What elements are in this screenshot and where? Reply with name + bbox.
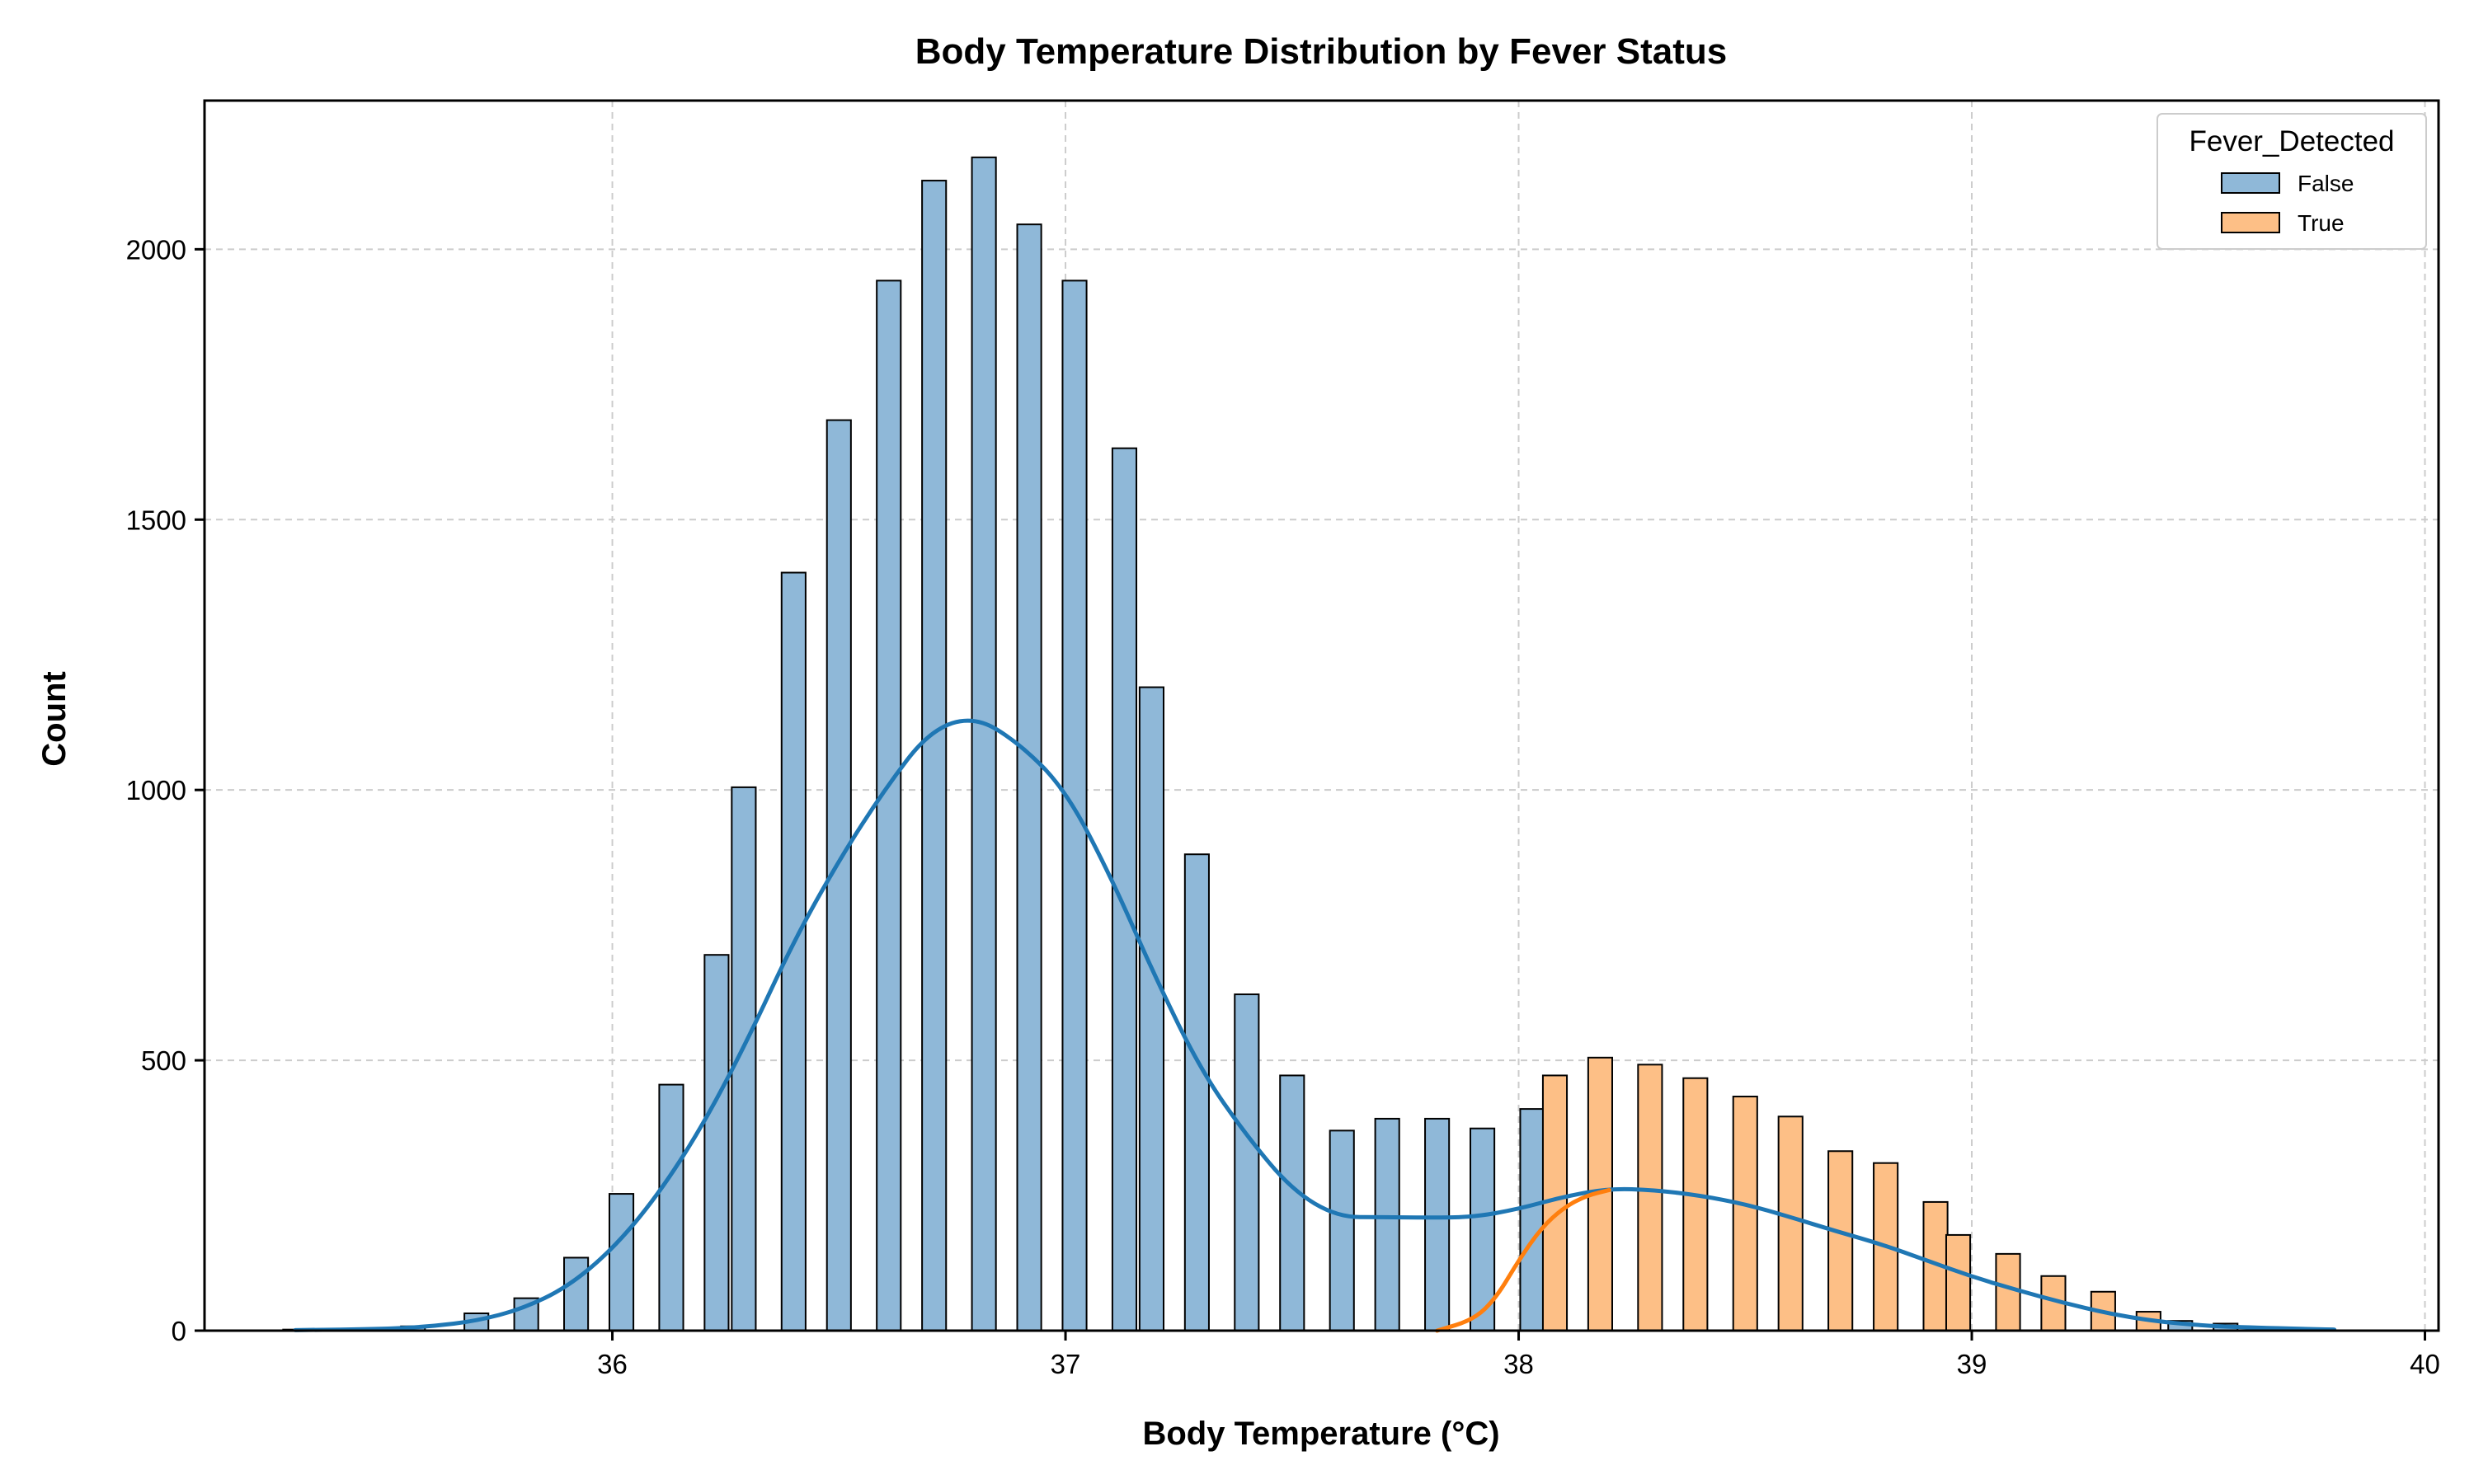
- histogram-bar-true: [1827, 1150, 1854, 1331]
- kde-curves: [293, 718, 2337, 1333]
- histogram-bar-true: [1945, 1233, 1972, 1331]
- histogram-bar-false: [563, 1256, 590, 1332]
- histogram-bar-true: [1732, 1096, 1758, 1331]
- legend: Fever_Detected False True: [2157, 113, 2427, 250]
- y-tick-label: 0: [172, 1316, 186, 1346]
- y-tick-label: 1000: [126, 775, 186, 805]
- histogram-bar-true: [1637, 1064, 1663, 1331]
- histogram-bar-false: [780, 571, 807, 1331]
- histogram-bar-false: [921, 180, 948, 1331]
- histogram-bar-false: [1424, 1117, 1451, 1331]
- legend-swatch-false: [2221, 172, 2280, 194]
- x-tick-label: 36: [597, 1349, 628, 1379]
- histogram-bar-false: [658, 1083, 684, 1331]
- y-tick-label: 500: [141, 1045, 186, 1076]
- histogram-bar-false: [703, 954, 730, 1331]
- histogram-bar-true: [1995, 1252, 2021, 1331]
- x-tick-label: 39: [1957, 1349, 1987, 1379]
- histogram-bar-false: [876, 279, 902, 1332]
- legend-label-true: True: [2298, 210, 2345, 236]
- x-tick-label: 37: [1051, 1349, 1081, 1379]
- x-tick-label: 40: [2410, 1349, 2440, 1379]
- histogram-bar-false: [1138, 686, 1165, 1331]
- legend-title: Fever_Detected: [2189, 125, 2394, 157]
- histogram-bar-false: [971, 156, 997, 1331]
- histogram-bar-false: [1016, 223, 1042, 1332]
- histogram-bar-true: [1682, 1077, 1709, 1331]
- histogram-bar-true: [1777, 1115, 1804, 1331]
- histogram-bar-false: [1183, 853, 1210, 1331]
- legend-swatch-true: [2221, 212, 2280, 233]
- legend-label-false: False: [2298, 171, 2354, 196]
- kde-curve-true: [1435, 1187, 1611, 1333]
- histogram-bar-false: [1234, 993, 1260, 1332]
- kde-curve-false: [293, 718, 2337, 1332]
- histogram-bar-false: [608, 1193, 635, 1332]
- y-axis-title: Count: [36, 671, 73, 767]
- chart-title: Body Temperature Distribution by Fever S…: [915, 31, 1727, 72]
- plot-frame: [203, 99, 2440, 1332]
- axis-ticks: 36 37 38 39 40 0 500 1000 1500 2000: [126, 234, 2440, 1379]
- histogram-bar-false: [1329, 1129, 1355, 1332]
- histogram-bar-false: [1374, 1117, 1400, 1331]
- histogram-bar-false: [1519, 1108, 1545, 1331]
- x-tick-label: 38: [1503, 1349, 1534, 1379]
- y-tick-label: 1500: [126, 505, 186, 535]
- x-axis-title: Body Temperature (°C): [1142, 1416, 1499, 1452]
- y-tick-label: 2000: [126, 234, 186, 265]
- histogram-bar-false: [1279, 1074, 1305, 1332]
